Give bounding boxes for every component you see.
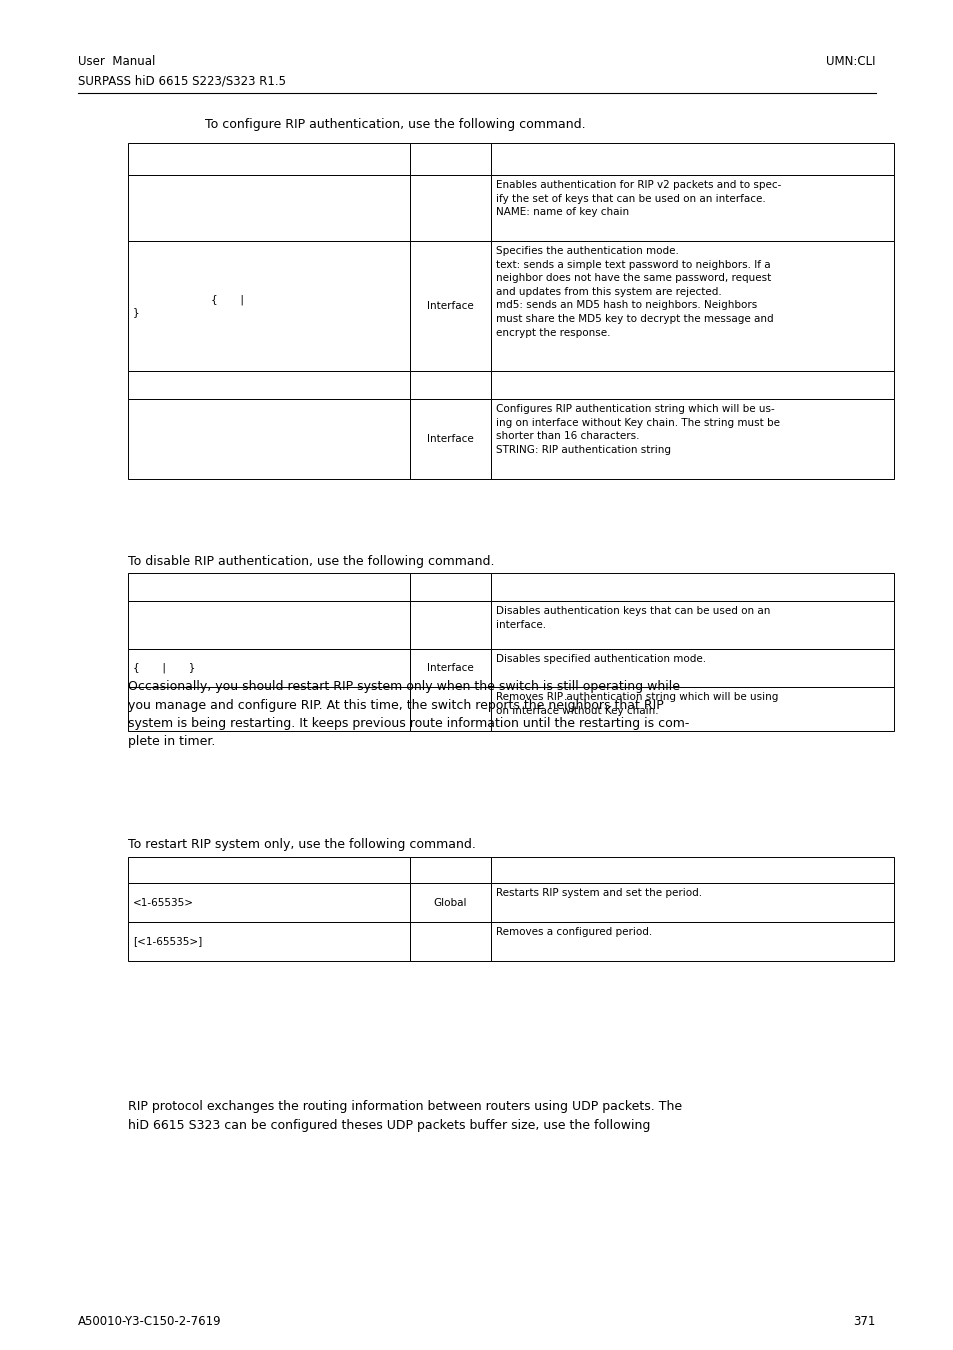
Bar bbox=[128, 857, 410, 883]
Bar bbox=[410, 371, 491, 400]
Bar bbox=[410, 687, 491, 730]
Text: {       |       }: { | } bbox=[132, 663, 195, 674]
Text: <1-65535>: <1-65535> bbox=[132, 898, 193, 907]
Text: Interface: Interface bbox=[427, 301, 474, 310]
Bar bbox=[410, 400, 491, 479]
Bar bbox=[410, 242, 491, 371]
Bar bbox=[491, 649, 893, 687]
Bar bbox=[128, 687, 410, 730]
Text: [<1-65535>]: [<1-65535>] bbox=[132, 937, 202, 946]
Bar bbox=[410, 857, 491, 883]
Text: Interface: Interface bbox=[427, 663, 474, 674]
Text: Specifies the authentication mode.
text: sends a simple text password to neighbo: Specifies the authentication mode. text:… bbox=[496, 246, 773, 338]
Text: Disables authentication keys that can be used on an
interface.: Disables authentication keys that can be… bbox=[496, 606, 770, 629]
Text: Removes a configured period.: Removes a configured period. bbox=[496, 927, 652, 937]
Text: 371: 371 bbox=[853, 1315, 875, 1328]
Text: Disables specified authentication mode.: Disables specified authentication mode. bbox=[496, 653, 705, 664]
Bar bbox=[491, 857, 893, 883]
Text: Global: Global bbox=[434, 898, 467, 907]
Bar bbox=[410, 883, 491, 922]
Bar bbox=[410, 922, 491, 961]
Bar bbox=[128, 922, 410, 961]
Text: UMN:CLI: UMN:CLI bbox=[825, 55, 875, 68]
Bar bbox=[128, 400, 410, 479]
Bar bbox=[128, 572, 410, 601]
Bar bbox=[491, 883, 893, 922]
Bar bbox=[128, 371, 410, 400]
Bar bbox=[491, 601, 893, 649]
Text: RIP protocol exchanges the routing information between routers using UDP packets: RIP protocol exchanges the routing infor… bbox=[128, 1100, 681, 1131]
Bar bbox=[491, 176, 893, 242]
Text: Interface: Interface bbox=[427, 433, 474, 444]
Text: Removes RIP authentication string which will be using
on interface without Key c: Removes RIP authentication string which … bbox=[496, 693, 778, 716]
Bar bbox=[128, 143, 410, 176]
Text: Configures RIP authentication string which will be us-
ing on interface without : Configures RIP authentication string whi… bbox=[496, 404, 780, 455]
Text: SURPASS hiD 6615 S223/S323 R1.5: SURPASS hiD 6615 S223/S323 R1.5 bbox=[78, 74, 286, 86]
Bar bbox=[491, 922, 893, 961]
Text: Enables authentication for RIP v2 packets and to spec-
ify the set of keys that : Enables authentication for RIP v2 packet… bbox=[496, 180, 781, 217]
Bar bbox=[128, 176, 410, 242]
Bar bbox=[491, 687, 893, 730]
Bar bbox=[410, 601, 491, 649]
Bar bbox=[491, 242, 893, 371]
Text: Occasionally, you should restart RIP system only when the switch is still operat: Occasionally, you should restart RIP sys… bbox=[128, 680, 689, 748]
Bar bbox=[491, 400, 893, 479]
Text: Restarts RIP system and set the period.: Restarts RIP system and set the period. bbox=[496, 888, 701, 898]
Bar bbox=[410, 176, 491, 242]
Bar bbox=[128, 883, 410, 922]
Bar bbox=[491, 572, 893, 601]
Text: A50010-Y3-C150-2-7619: A50010-Y3-C150-2-7619 bbox=[78, 1315, 221, 1328]
Text: {       |
}: { | } bbox=[132, 294, 244, 317]
Text: User  Manual: User Manual bbox=[78, 55, 155, 68]
Bar bbox=[128, 601, 410, 649]
Text: To disable RIP authentication, use the following command.: To disable RIP authentication, use the f… bbox=[128, 555, 494, 568]
Bar bbox=[410, 143, 491, 176]
Bar bbox=[491, 143, 893, 176]
Bar bbox=[410, 649, 491, 687]
Text: To restart RIP system only, use the following command.: To restart RIP system only, use the foll… bbox=[128, 838, 476, 850]
Bar bbox=[128, 242, 410, 371]
Bar bbox=[491, 371, 893, 400]
Bar bbox=[128, 649, 410, 687]
Text: To configure RIP authentication, use the following command.: To configure RIP authentication, use the… bbox=[205, 117, 585, 131]
Bar bbox=[410, 572, 491, 601]
